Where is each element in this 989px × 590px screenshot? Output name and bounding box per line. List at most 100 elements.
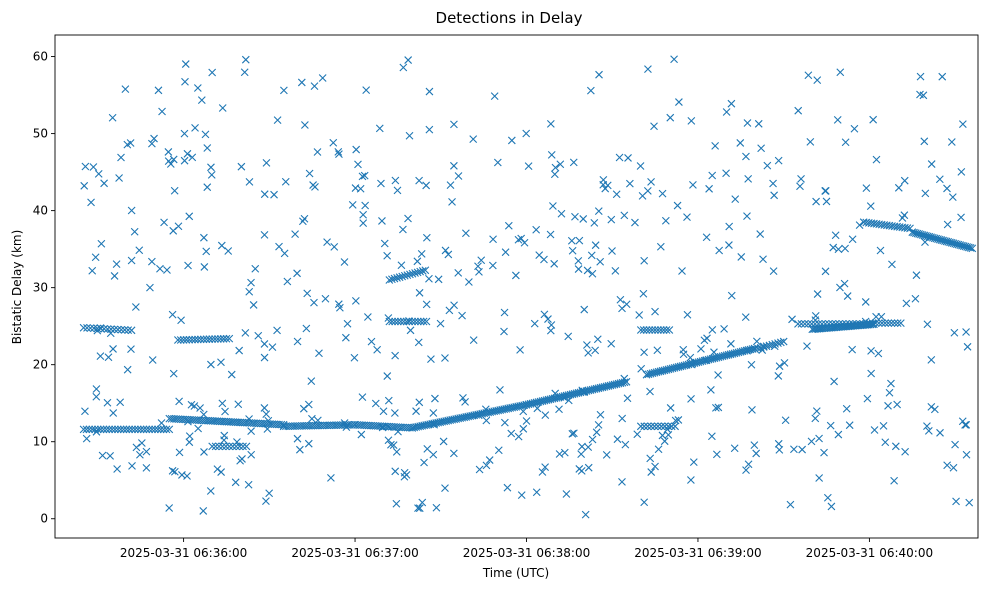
detection-point (852, 319, 861, 328)
detection-point (902, 299, 911, 308)
detection-point (943, 461, 952, 470)
detection-point (164, 148, 173, 156)
detection-point (878, 319, 886, 327)
detection-point (183, 149, 192, 158)
detection-point (151, 425, 159, 434)
detection-point (175, 397, 184, 406)
detection-point (836, 68, 845, 77)
detection-point (665, 326, 674, 334)
detection-point (260, 340, 269, 348)
detection-point (93, 324, 102, 333)
detection-point (557, 209, 566, 218)
detection-point (196, 404, 204, 412)
detection-point (687, 117, 696, 125)
detection-point (177, 316, 185, 325)
detection-point (646, 387, 654, 396)
detection-point (178, 471, 186, 479)
detection-point (402, 471, 411, 479)
detection-point (310, 82, 319, 90)
detection-point (708, 171, 717, 180)
plot-frame (54, 34, 979, 539)
detection-point (360, 171, 369, 180)
detection-point (176, 336, 185, 344)
y-tick-label: 30 (33, 281, 48, 295)
detection-point (591, 346, 600, 355)
detection-point (639, 326, 648, 334)
detection-point (888, 260, 896, 269)
detection-point (594, 207, 603, 216)
detection-point (547, 150, 556, 159)
detection-point (803, 342, 811, 351)
detection-point (91, 425, 99, 434)
detection-point (293, 269, 301, 278)
detection-point (774, 372, 783, 380)
detection-point (404, 214, 412, 223)
detection-point (130, 227, 139, 236)
detection-point (540, 255, 548, 264)
detection-point (962, 420, 971, 429)
detection-point (116, 398, 125, 407)
detection-point (900, 211, 909, 220)
detection-point (422, 317, 431, 326)
detection-point (414, 504, 422, 512)
detection-point (482, 416, 491, 425)
detection-point (564, 332, 573, 341)
detection-point (564, 396, 573, 405)
detection-point (98, 451, 107, 460)
detection-point (423, 444, 432, 453)
detection-point (622, 300, 631, 309)
detection-point (812, 407, 821, 416)
detection-point (419, 317, 428, 326)
detection-point (96, 425, 105, 434)
detection-point (771, 339, 779, 348)
detection-point (131, 303, 140, 311)
detection-point (79, 323, 88, 332)
detection-point (689, 181, 697, 189)
detection-point (318, 74, 327, 82)
detection-point (637, 364, 646, 373)
detection-point (422, 233, 431, 242)
detection-point (943, 184, 951, 193)
detection-point (583, 266, 592, 275)
detection-point (544, 315, 552, 323)
detection-point (156, 425, 165, 434)
detection-point (936, 428, 944, 437)
detection-point (117, 153, 125, 162)
detection-point (838, 319, 847, 328)
detection-point (656, 326, 665, 334)
detection-point (142, 463, 151, 472)
detection-point (651, 326, 659, 334)
detection-point (375, 124, 384, 133)
detection-point (663, 425, 672, 434)
detection-point (148, 425, 157, 434)
x-tick-label: 2025-03-31 06:38:00 (463, 546, 590, 560)
detection-point (446, 181, 455, 189)
detection-point (640, 348, 648, 357)
detection-point (727, 99, 736, 108)
detection-point (796, 182, 804, 191)
y-tick-label: 10 (33, 435, 48, 449)
detection-point (963, 342, 972, 351)
detection-point (579, 215, 588, 223)
detection-point (643, 186, 652, 195)
detection-point (541, 463, 550, 471)
detection-point (872, 155, 881, 164)
detection-point (881, 438, 890, 447)
detection-point (127, 326, 136, 335)
detection-point (715, 246, 724, 255)
detection-point (567, 236, 576, 245)
detection-point (185, 432, 194, 441)
detection-point (501, 248, 510, 257)
detection-point (532, 225, 541, 234)
detection-point (241, 328, 250, 337)
detection-point (774, 439, 783, 448)
detection-point (924, 426, 933, 435)
detection-point (741, 313, 750, 322)
detection-point (584, 443, 593, 452)
detection-point (770, 342, 779, 351)
detection-point (900, 176, 909, 185)
detection-point (430, 420, 439, 429)
detection-point (550, 259, 559, 268)
detection-point (106, 329, 115, 338)
detection-point (422, 300, 431, 309)
